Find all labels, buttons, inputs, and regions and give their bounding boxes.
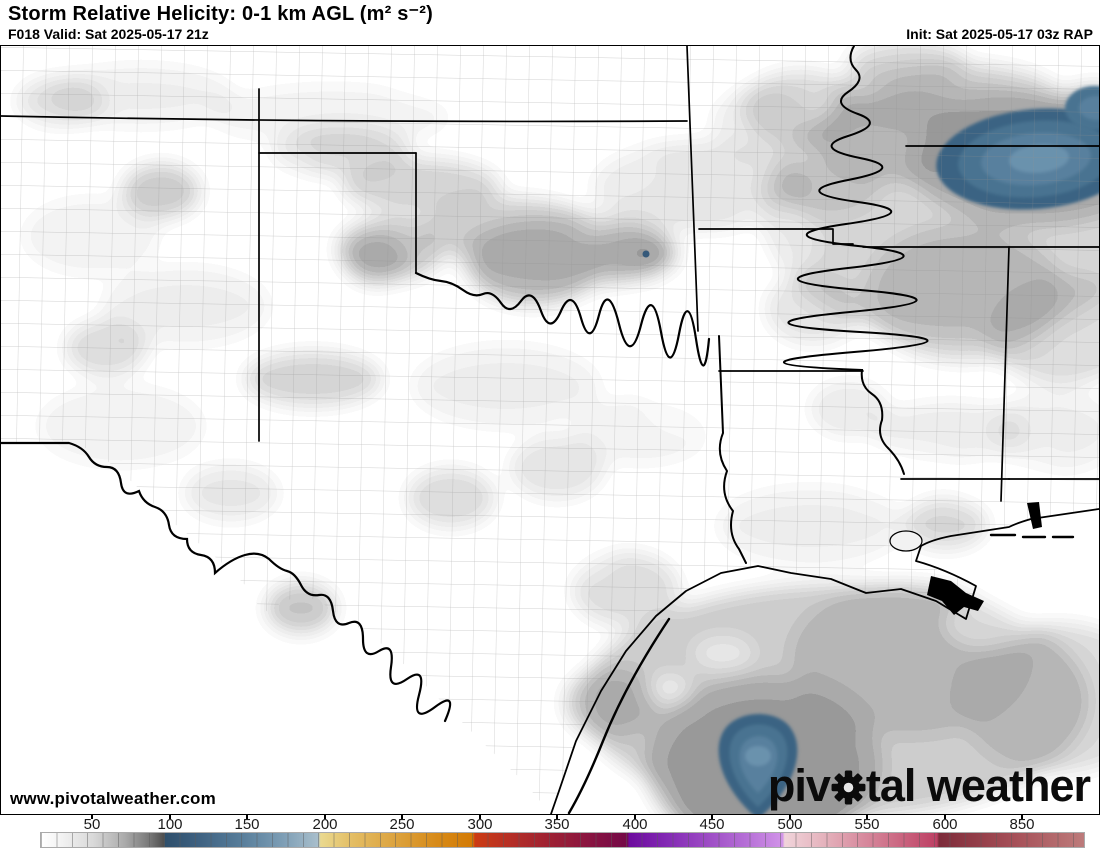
- colorbar-tick-mark: [789, 815, 791, 819]
- page-title: Storm Relative Helicity: 0-1 km AGL (m² …: [8, 3, 434, 25]
- map-canvas: [1, 46, 1099, 814]
- state-borders: [1, 46, 1099, 564]
- colorbar-tick-mark: [401, 815, 403, 819]
- colorbar-tick-label: 500: [777, 816, 803, 833]
- mississippi-river: [783, 46, 929, 475]
- rio-grande-border: [1, 441, 452, 723]
- init-time-label: Init: Sat 2025-05-17 03z RAP: [906, 26, 1093, 42]
- coastline: [550, 508, 1099, 814]
- colorbar-tick-label: 250: [389, 816, 415, 833]
- colorbar-tick-mark: [711, 815, 713, 819]
- colorbar-tick-mark: [169, 815, 171, 819]
- logo-text-right: tal weather: [865, 760, 1091, 811]
- colorbar-tick-label: 350: [544, 816, 570, 833]
- colorbar-tick-mark: [479, 815, 481, 819]
- colorbar-tick-mark: [944, 815, 946, 819]
- colorbar-tick-label: 300: [467, 816, 493, 833]
- colorbar-tick-label: 150: [234, 816, 260, 833]
- colorbar-tick-mark: [1021, 815, 1023, 819]
- colorbar-tick-mark: [246, 815, 248, 819]
- valid-time-label: F018 Valid: Sat 2025-05-17 21z: [8, 26, 209, 42]
- colorbar-step-lines: [41, 833, 1084, 847]
- colorbar-tick-label: 200: [312, 816, 338, 833]
- colorbar-tick-mark: [634, 815, 636, 819]
- logo-text-left: piv: [767, 760, 831, 811]
- colorbar-tick-label: 400: [622, 816, 648, 833]
- weather-map: [0, 45, 1100, 815]
- colorbar-tick-mark: [324, 815, 326, 819]
- colorbar-legend: 50 100 150 200 250 300 350 400 450 500 550 600 850: [0, 815, 1100, 850]
- colorbar-tick-mark: [556, 815, 558, 819]
- colorbar-tick-mark: [866, 815, 868, 819]
- colorbar-gradient: [40, 832, 1085, 848]
- colorbar-tick-label: 550: [854, 816, 880, 833]
- pivotal-weather-logo: piv tal weather: [767, 760, 1091, 811]
- site-url: www.pivotalweather.com: [10, 789, 216, 808]
- header: Storm Relative Helicity: 0-1 km AGL (m² …: [0, 0, 1100, 45]
- colorbar-ticks: 50 100 150 200 250 300 350 400 450 500 550 600 850: [0, 815, 1100, 833]
- srh-max-gulf: [718, 714, 798, 814]
- colorbar-tick-label: 600: [932, 816, 958, 833]
- colorbar-tick-label: 450: [699, 816, 725, 833]
- gear-icon: [831, 770, 866, 805]
- colorbar-tick-label: 100: [157, 816, 183, 833]
- colorbar-tick-mark: [91, 815, 93, 819]
- colorbar-tick-label: 850: [1009, 816, 1035, 833]
- colorbar-tick-label: 50: [83, 816, 101, 833]
- coastal-features: [889, 502, 1042, 615]
